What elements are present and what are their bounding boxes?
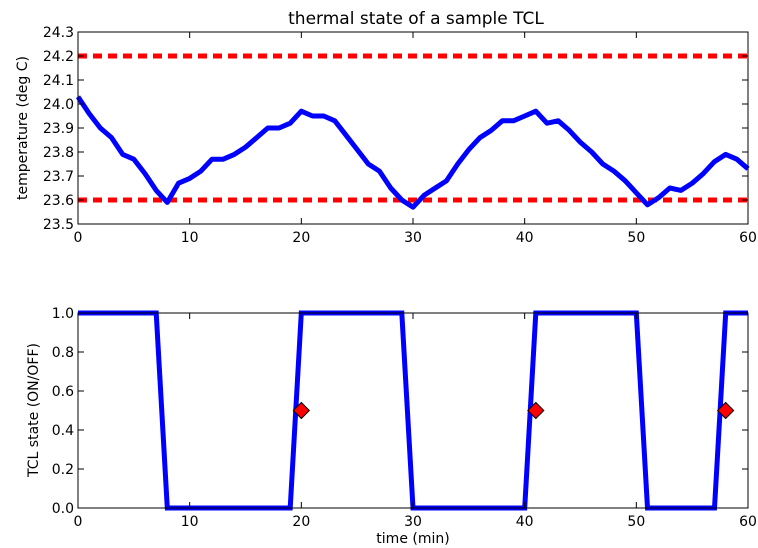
x-tick-label: 20 <box>292 230 310 246</box>
y-tick-label: 24.2 <box>43 49 74 65</box>
y-tick-label: 0.2 <box>52 462 74 478</box>
x-tick-label: 50 <box>627 514 645 530</box>
y-tick-label: 0.4 <box>52 423 74 439</box>
switch-marker <box>292 401 311 420</box>
y-tick-label: 0.6 <box>52 384 74 400</box>
tcl-state-plot-area <box>78 310 748 511</box>
y-tick-label: 24.1 <box>43 73 74 89</box>
y-tick-label: 23.8 <box>43 145 74 161</box>
y-tick-label: 1.0 <box>52 306 74 322</box>
x-tick-label: 0 <box>74 230 83 246</box>
temperature-y-axis-label: temperature (deg C) <box>15 56 31 200</box>
switch-marker <box>716 401 735 420</box>
y-tick-label: 0.8 <box>52 345 74 361</box>
x-tick-label: 50 <box>627 230 645 246</box>
tcl-state-line <box>78 310 748 511</box>
temperature-series <box>75 95 750 210</box>
y-tick-label: 23.9 <box>43 121 74 137</box>
tcl-state-y-ticks: 0.0 0.2 0.4 0.6 0.8 1.0 <box>52 306 748 517</box>
x-tick-label: 60 <box>739 514 757 530</box>
temperature-x-ticks: 0 10 20 30 40 50 60 <box>74 32 757 246</box>
x-tick-label: 30 <box>404 230 422 246</box>
x-tick-label: 10 <box>181 514 199 530</box>
x-tick-label: 0 <box>74 514 83 530</box>
x-tick-label: 40 <box>516 514 534 530</box>
tcl-state-y-axis-label: TCL state (ON/OFF) <box>26 343 42 478</box>
x-tick-label: 30 <box>404 514 422 530</box>
y-tick-label: 23.6 <box>43 193 74 209</box>
y-tick-label: 24.0 <box>43 97 74 113</box>
y-tick-label: 0.0 <box>52 501 74 517</box>
temperature-plot-area <box>75 53 750 210</box>
y-tick-label: 23.5 <box>43 217 74 233</box>
x-tick-label: 40 <box>516 230 534 246</box>
temperature-axes-frame <box>77 31 749 225</box>
temperature-y-ticks: 23.5 23.6 23.7 23.8 23.9 24.0 24.1 24.2 24.3 <box>43 25 748 233</box>
temperature-subplot: thermal state of a sample TCL 0 10 20 30 40 5… <box>15 9 757 246</box>
tcl-state-series <box>78 310 748 511</box>
tcl-state-x-ticks: 0 10 20 30 40 50 60 <box>74 313 757 530</box>
y-tick-label: 24.3 <box>43 25 74 41</box>
temperature-line <box>75 95 750 210</box>
x-tick-label: 10 <box>181 230 199 246</box>
switch-marker <box>527 401 545 420</box>
y-tick-label: 23.7 <box>43 169 74 185</box>
threshold-lines <box>78 53 748 203</box>
tcl-state-markers <box>292 401 735 420</box>
x-tick-label: 60 <box>739 230 757 246</box>
temperature-chart-title: thermal state of a sample TCL <box>288 9 544 29</box>
tcl-state-x-axis-label: time (min) <box>376 531 449 547</box>
tcl-state-subplot: 0 10 20 30 40 50 60 0.0 0.2 0.4 0.6 0.8 1.0 TCL sta… <box>26 306 757 547</box>
x-tick-label: 20 <box>292 514 310 530</box>
